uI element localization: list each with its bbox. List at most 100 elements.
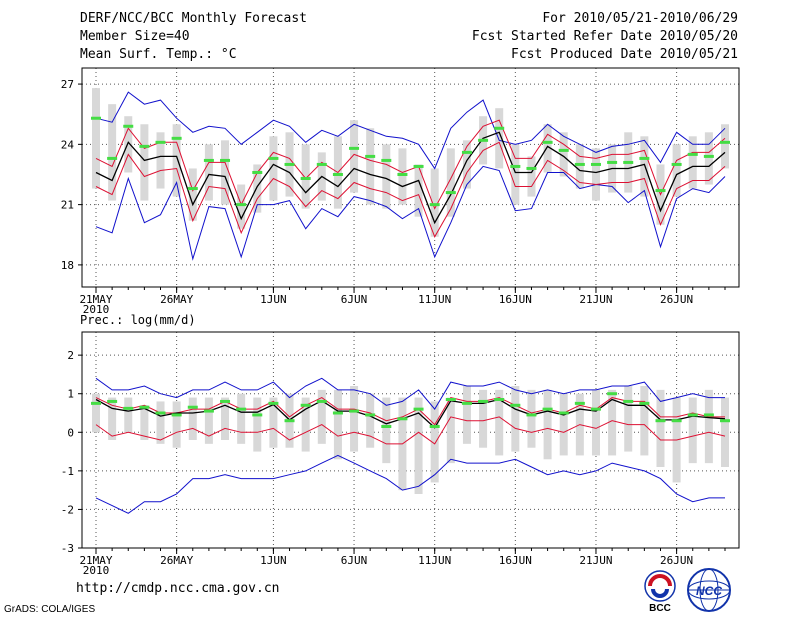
spread-box xyxy=(640,386,649,456)
spread-box xyxy=(446,148,455,217)
y-tick-label: 27 xyxy=(61,78,74,91)
spread-box xyxy=(92,393,100,433)
spread-box xyxy=(414,164,423,217)
chart-title: DERF/NCC/BCC Monthly Forecast xyxy=(80,11,307,26)
y-tick-label: 18 xyxy=(61,259,74,272)
plot-frame xyxy=(81,331,740,549)
x-tick-label: 21JUN xyxy=(579,293,612,306)
spread-box xyxy=(462,140,471,189)
spread-box xyxy=(108,397,117,440)
spread-box xyxy=(188,168,197,221)
spread-box xyxy=(382,144,391,209)
spread-box xyxy=(446,397,455,464)
spread-box xyxy=(317,389,326,444)
x-tick-label: 16JUN xyxy=(499,293,532,306)
x-tick-label: 26MAY xyxy=(160,293,193,306)
started-refer-date: Fcst Started Refer Date 2010/05/20 xyxy=(471,29,738,44)
spread-box xyxy=(672,144,681,197)
spread-box xyxy=(414,397,423,494)
series-line-min xyxy=(95,91,726,170)
spread-box xyxy=(704,132,713,185)
x-tick-label: 26MAY xyxy=(160,554,193,567)
x-tick-label: 11JUN xyxy=(418,293,451,306)
spread-box xyxy=(108,104,117,201)
spread-box xyxy=(253,397,262,452)
spread-box xyxy=(124,397,133,433)
x-tick-label: 21MAY xyxy=(79,293,112,306)
y-tick-label: -3 xyxy=(61,542,74,555)
spread-box xyxy=(511,144,520,205)
grads-credit: GrADS: COLA/IGES xyxy=(4,604,96,615)
spread-box xyxy=(366,128,375,205)
series-line-max xyxy=(95,165,726,261)
spread-box xyxy=(350,120,359,193)
spread-box xyxy=(479,389,488,448)
series-line-max-spread xyxy=(95,397,725,426)
x-tick-label: 21JUN xyxy=(579,554,612,567)
x-tick-label: 16JUN xyxy=(499,554,532,567)
spread-box xyxy=(608,389,617,456)
series-line-min-spread xyxy=(95,141,726,238)
y-tick-label: 2 xyxy=(67,349,74,362)
svg-text:BCC: BCC xyxy=(649,603,671,614)
spread-box xyxy=(656,389,665,467)
plot-frame xyxy=(81,67,740,288)
x-tick-label: 6JUN xyxy=(341,293,368,306)
spread-box xyxy=(366,393,375,448)
forecast-period: For 2010/05/21-2010/06/29 xyxy=(542,11,738,26)
spread-box xyxy=(188,397,197,440)
spread-box xyxy=(688,397,697,464)
x-tick-label: 11JUN xyxy=(418,554,451,567)
spread-box xyxy=(269,136,278,201)
spread-box xyxy=(624,386,633,452)
series-line-min-spread xyxy=(95,416,726,445)
x-year-label: 2010 xyxy=(83,303,110,316)
series-line-max-spread xyxy=(95,119,726,210)
y-tick-label: -1 xyxy=(61,465,74,478)
spread-box xyxy=(559,393,568,456)
spread-box xyxy=(301,144,310,209)
website-url[interactable]: http://cmdp.ncc.cma.gov.cn xyxy=(76,581,280,596)
spread-box xyxy=(92,88,100,189)
spread-box xyxy=(721,397,729,467)
precipitation-panel: -3 -2 -1 0 1 2 21MAY 26MAY 1JUN 6JUN 11JUN 16JUN 21J… xyxy=(61,331,740,577)
spread-box xyxy=(688,136,697,189)
variable-temperature: Mean Surf. Temp.: °C xyxy=(80,47,237,62)
header-left: DERF/NCC/BCC Monthly Forecast Member Siz… xyxy=(80,10,307,64)
series-line-mean xyxy=(95,398,726,429)
spread-box xyxy=(462,386,471,444)
x-tick-label: 1JUN xyxy=(260,554,287,567)
header-right: For 2010/05/21-2010/06/29 Fcst Started R… xyxy=(472,10,738,64)
spread-box xyxy=(559,132,568,177)
x-tick-label: 1JUN xyxy=(260,293,287,306)
ncc-logo-icon: NCC xyxy=(687,568,731,612)
spread-box xyxy=(140,124,149,201)
spread-box xyxy=(591,389,600,456)
y-tick-label: -2 xyxy=(61,503,74,516)
series-line-mean xyxy=(95,131,726,225)
spread-box xyxy=(237,184,246,229)
spread-box xyxy=(721,124,729,169)
spread-box xyxy=(430,401,439,483)
produced-date: Fcst Produced Date 2010/05/21 xyxy=(511,47,738,62)
spread-box xyxy=(221,397,230,440)
spread-box xyxy=(495,108,504,169)
x-tick-label: 26JUN xyxy=(660,554,693,567)
member-size: Member Size=40 xyxy=(80,29,190,44)
spread-box xyxy=(237,393,246,444)
spread-box xyxy=(333,389,342,460)
x-year-label: 2010 xyxy=(83,564,110,577)
spread-box xyxy=(204,144,213,201)
spread-box xyxy=(172,124,181,197)
y-tick-label: 0 xyxy=(67,426,74,439)
spread-box xyxy=(253,164,262,213)
spread-box xyxy=(511,386,520,452)
y-tick-label: 24 xyxy=(61,138,75,151)
bcc-logo-icon: BCC xyxy=(644,570,676,614)
spread-box xyxy=(575,144,584,189)
spread-box xyxy=(704,389,713,464)
y-tick-label: 21 xyxy=(61,199,74,212)
spread-box xyxy=(527,156,536,197)
x-tick-label: 26JUN xyxy=(660,293,693,306)
